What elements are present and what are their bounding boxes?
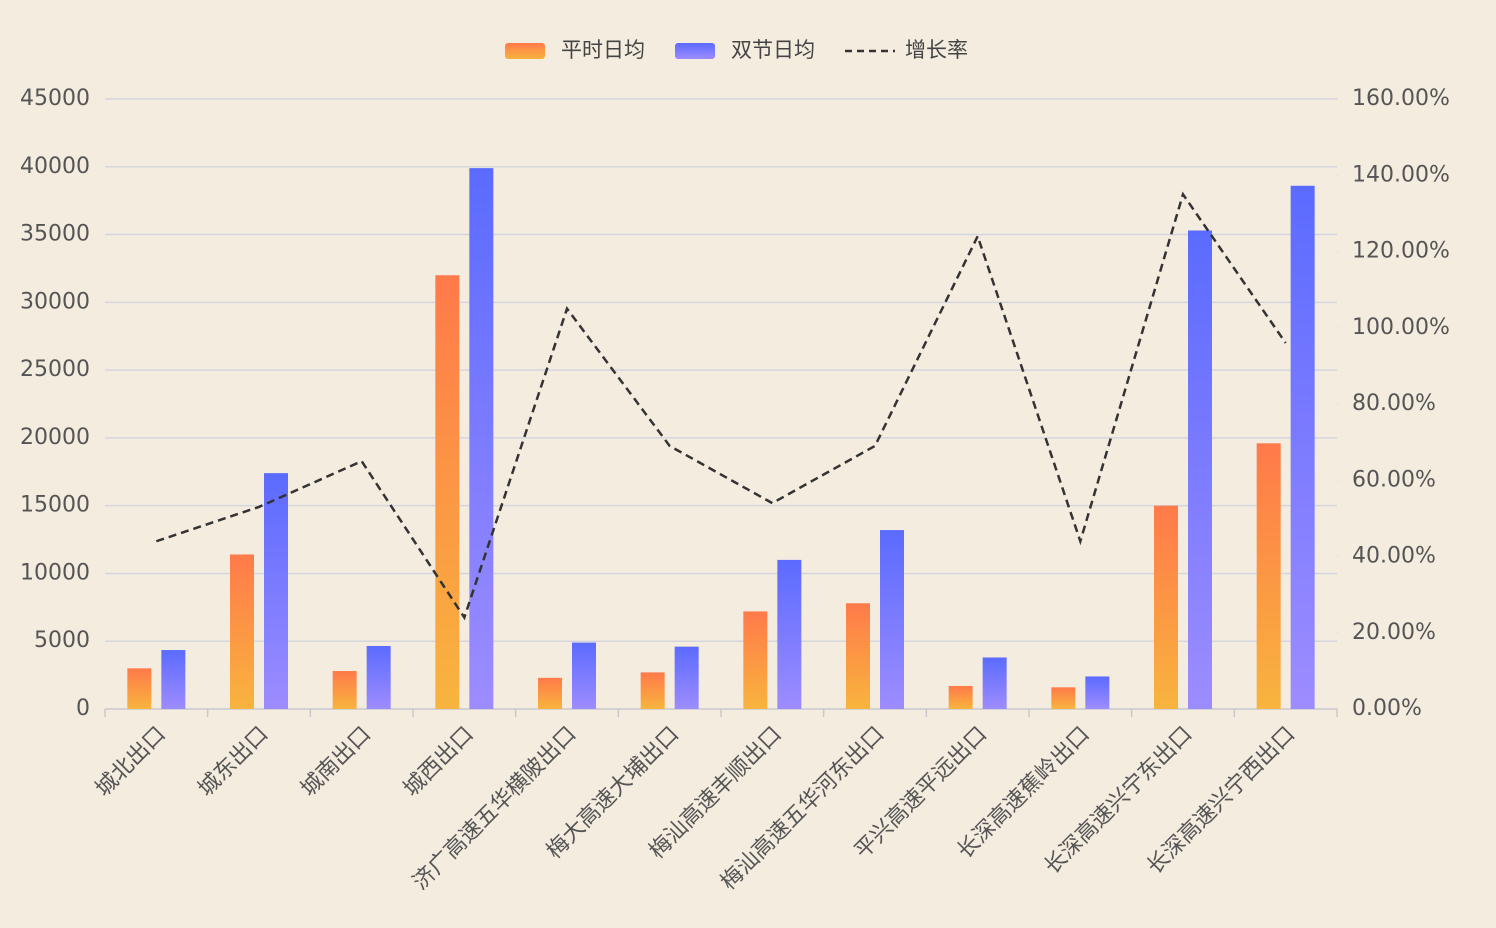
y-tick-label: 0: [76, 696, 90, 721]
y-tick-label: 30000: [20, 289, 90, 314]
bar: [572, 642, 596, 709]
x-tick-label: 城南出口: [296, 722, 376, 802]
y2-tick-label: 80.00%: [1352, 391, 1436, 416]
bar: [982, 657, 1007, 709]
y-tick-label: 40000: [20, 154, 90, 179]
bar: [1051, 687, 1076, 709]
bar: [1188, 230, 1212, 709]
bar: [332, 671, 357, 709]
bar: [640, 672, 665, 709]
bar: [1256, 443, 1281, 709]
y-tick-label: 15000: [20, 493, 90, 518]
bar: [538, 677, 562, 709]
y-tick-label: 25000: [20, 357, 90, 382]
legend-label: 双节日均: [731, 38, 815, 62]
bar: [161, 650, 186, 709]
bar: [127, 668, 152, 709]
y2-tick-label: 60.00%: [1352, 467, 1436, 492]
y2-tick-label: 160.00%: [1352, 86, 1450, 111]
bar: [743, 611, 768, 709]
legend-swatch: [505, 43, 545, 59]
bar: [366, 645, 391, 709]
y2-tick-label: 0.00%: [1352, 696, 1422, 721]
y-tick-label: 5000: [34, 628, 90, 653]
bar: [264, 473, 288, 709]
x-tick-label: 城西出口: [399, 722, 479, 802]
y2-tick-label: 40.00%: [1352, 544, 1436, 569]
bar: [777, 559, 802, 709]
legend-label: 平时日均: [561, 38, 645, 62]
y2-tick-label: 120.00%: [1352, 239, 1450, 264]
y-tick-label: 20000: [20, 425, 90, 450]
bar: [880, 530, 904, 709]
bar: [1290, 185, 1315, 709]
x-tick-label: 城东出口: [194, 722, 274, 802]
legend-label: 增长率: [905, 38, 968, 62]
line: [155, 191, 1287, 621]
y2-tick-label: 140.00%: [1352, 162, 1450, 187]
bar: [230, 554, 254, 709]
x-tick-label: 城北出口: [91, 722, 171, 802]
y-tick-label: 45000: [20, 86, 90, 111]
bar: [469, 168, 494, 710]
y2-tick-label: 100.00%: [1352, 315, 1450, 340]
y-tick-label: 35000: [20, 222, 90, 247]
bar: [1154, 505, 1178, 709]
legend-swatch: [675, 43, 715, 59]
bar: [674, 646, 699, 709]
bar: [1085, 676, 1110, 709]
y2-tick-label: 20.00%: [1352, 620, 1436, 645]
bar: [846, 603, 870, 709]
y-tick-label: 10000: [20, 560, 90, 585]
bar: [435, 275, 460, 709]
bar: [948, 685, 973, 709]
